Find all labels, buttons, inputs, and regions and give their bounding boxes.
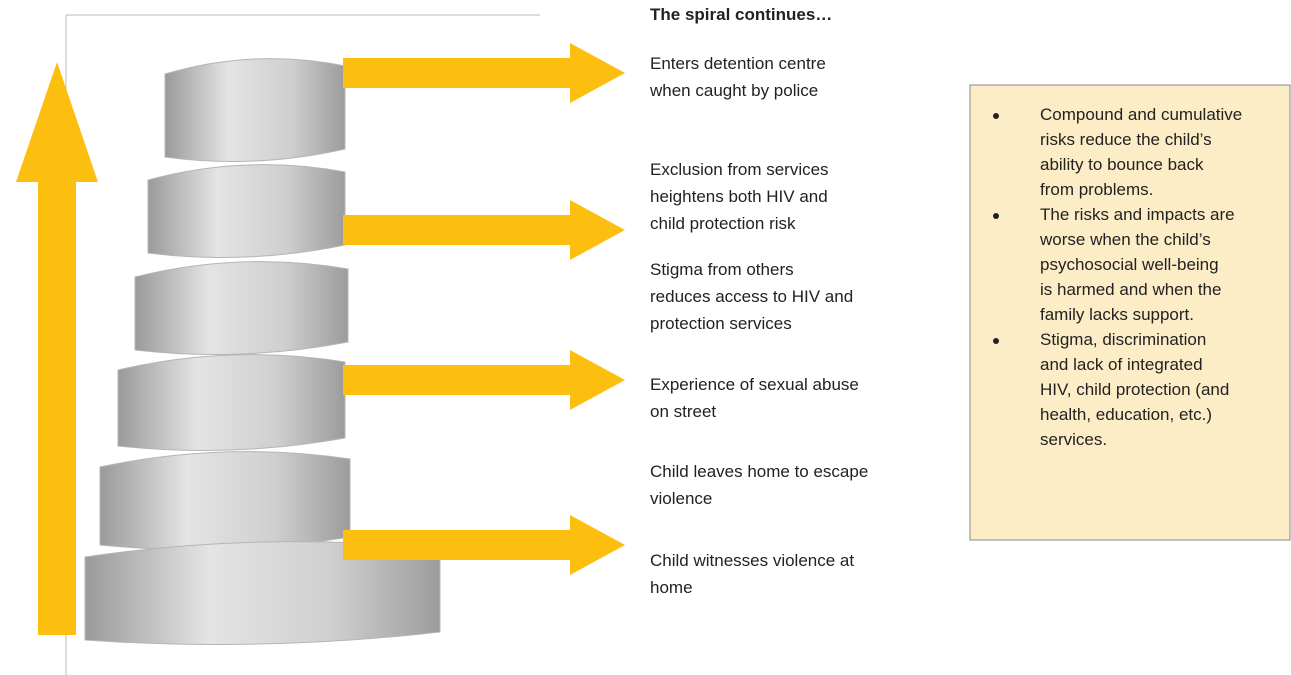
bullet-text: Stigma, discrimination — [1040, 330, 1206, 349]
step-label: Exclusion from services — [650, 160, 829, 179]
right-arrow — [343, 350, 625, 410]
bullet-text: family lacks support. — [1040, 305, 1194, 324]
steps: Enters detention centre when caught by po… — [649, 54, 868, 597]
step-label: on street — [650, 402, 716, 421]
step-label: protection services — [650, 314, 792, 333]
bullet-text: and lack of integrated — [1040, 355, 1203, 374]
diagram: The spiral continues… Enters detention c… — [0, 0, 1291, 675]
step-label: Stigma from others — [650, 260, 794, 279]
bullet — [993, 113, 999, 119]
bullet-text: worse when the child’s — [1039, 230, 1211, 249]
up-arrow — [16, 62, 98, 635]
spiral-band — [118, 355, 345, 451]
bullet — [993, 338, 999, 344]
bullet-text: health, education, etc.) — [1040, 405, 1212, 424]
spiral-band — [100, 452, 350, 550]
step-label: child protection risk — [650, 214, 796, 233]
step-label: Child witnesses violence at — [650, 551, 854, 570]
bullet-text: ability to bounce back — [1040, 155, 1204, 174]
right-arrow — [343, 43, 625, 103]
step-label: violence — [650, 489, 712, 508]
right-arrows — [343, 43, 625, 575]
bullet-text: HIV, child protection (and — [1040, 380, 1229, 399]
right-arrow — [343, 200, 625, 260]
bullet-text: psychosocial well-being — [1040, 255, 1219, 274]
step-label: home — [650, 578, 693, 597]
bullet-text: Compound and cumulative — [1040, 105, 1242, 124]
step-label: reduces access to HIV and — [650, 287, 853, 306]
bullet-text: from problems. — [1040, 180, 1153, 199]
title: The spiral continues… — [650, 5, 832, 24]
spiral-band — [135, 262, 348, 355]
spiral-band — [148, 165, 345, 258]
step-label: heightens both HIV and — [650, 187, 828, 206]
step-label: Child leaves home to escape — [650, 462, 868, 481]
bullet — [993, 213, 999, 219]
spiral-band — [165, 59, 345, 162]
bullet-text: is harmed and when the — [1040, 280, 1221, 299]
bullet-text: risks reduce the child’s — [1040, 130, 1212, 149]
step-label: Enters detention centre — [650, 54, 826, 73]
step-label: when caught by police — [649, 81, 818, 100]
bullet-text: services. — [1040, 430, 1107, 449]
bullet-text: The risks and impacts are — [1040, 205, 1235, 224]
step-label: Experience of sexual abuse — [650, 375, 859, 394]
